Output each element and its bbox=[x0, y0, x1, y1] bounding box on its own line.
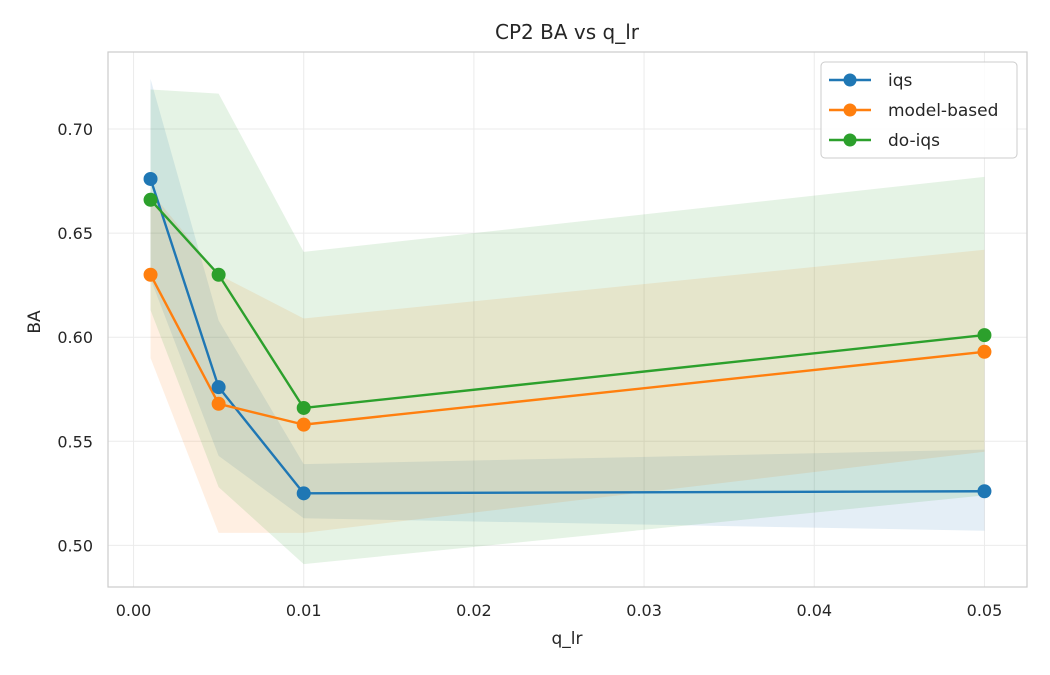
y-axis-ticks: 0.50 0.55 0.60 0.65 0.70 bbox=[57, 120, 93, 555]
legend-entry: iqs bbox=[888, 71, 913, 91]
band-do-iqs bbox=[150, 89, 985, 565]
x-tick-label: 0.05 bbox=[967, 601, 1003, 620]
point-model-based bbox=[977, 344, 992, 359]
point-iqs bbox=[977, 484, 992, 499]
legend-swatch-marker bbox=[843, 73, 857, 87]
legend-swatch-marker bbox=[843, 133, 857, 147]
point-model-based bbox=[143, 267, 158, 282]
legend: iqs model-based do-iqs bbox=[820, 61, 1018, 159]
point-do-iqs bbox=[211, 267, 226, 282]
plot-frame bbox=[107, 51, 1028, 588]
line-model-based bbox=[149, 274, 985, 426]
point-do-iqs bbox=[977, 328, 992, 343]
legend-entry: model-based bbox=[888, 101, 998, 121]
x-axis-label: q_lr bbox=[551, 629, 582, 649]
point-iqs bbox=[296, 486, 311, 501]
x-tick-label: 0.00 bbox=[116, 601, 152, 620]
x-tick-label: 0.01 bbox=[286, 601, 322, 620]
band-iqs bbox=[150, 79, 985, 531]
y-tick-label: 0.50 bbox=[57, 536, 93, 555]
legend-swatch-marker bbox=[843, 103, 857, 117]
y-tick-label: 0.60 bbox=[57, 328, 93, 347]
line-iqs bbox=[149, 178, 985, 495]
y-axis-label: BA bbox=[25, 310, 45, 334]
point-iqs bbox=[143, 171, 158, 186]
x-axis-ticks: 0.00 0.01 0.02 0.03 0.04 0.05 bbox=[116, 601, 1003, 620]
point-iqs bbox=[211, 380, 226, 395]
y-tick-label: 0.55 bbox=[57, 432, 93, 451]
x-tick-label: 0.04 bbox=[796, 601, 832, 620]
y-tick-label: 0.70 bbox=[57, 120, 93, 139]
legend-entry: do-iqs bbox=[888, 131, 940, 151]
chart-title: CP2 BA vs q_lr bbox=[495, 20, 640, 44]
point-do-iqs bbox=[296, 400, 311, 415]
confidence-bands bbox=[150, 79, 985, 565]
line-do-iqs bbox=[149, 198, 985, 410]
point-model-based bbox=[211, 396, 226, 411]
point-model-based bbox=[296, 417, 311, 432]
band-model-based bbox=[150, 191, 985, 533]
x-tick-label: 0.03 bbox=[626, 601, 662, 620]
legend-box bbox=[820, 61, 1018, 159]
point-do-iqs bbox=[143, 192, 158, 207]
y-tick-label: 0.65 bbox=[57, 224, 93, 243]
series-lines bbox=[149, 178, 985, 495]
x-tick-label: 0.02 bbox=[456, 601, 492, 620]
series-points bbox=[143, 171, 992, 501]
